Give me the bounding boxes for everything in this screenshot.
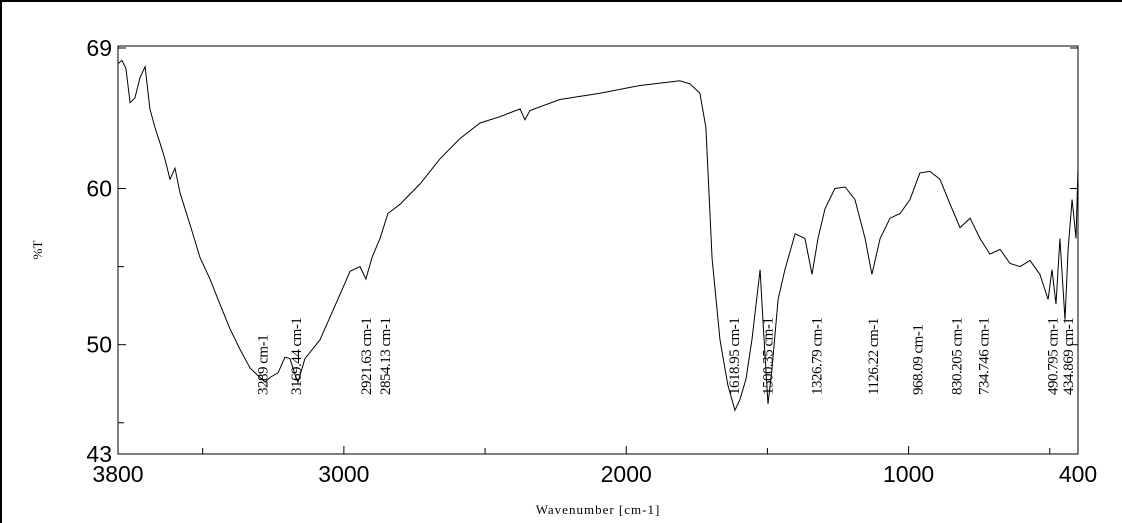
peak-label: 734.746 cm-1 [976, 318, 992, 395]
peak-label: 1618.95 cm-1 [727, 318, 743, 395]
x-tick-label: 3000 [318, 461, 369, 487]
y-tick-label: 69 [86, 35, 112, 61]
peak-label: 968.09 cm-1 [911, 325, 927, 395]
x-tick-label: 3800 [92, 461, 143, 487]
plot-frame [117, 45, 1079, 455]
peak-label: 434.869 cm-1 [1061, 318, 1077, 395]
y-axis-label: %T [30, 241, 45, 260]
peak-label: 2921.63 cm-1 [359, 318, 375, 395]
peak-label: 490.795 cm-1 [1045, 318, 1061, 395]
peak-label: 3289 cm-1 [255, 335, 271, 395]
y-tick-label: 60 [86, 176, 112, 202]
spectrum-line [117, 59, 1079, 412]
peak-label: 1326.79 cm-1 [809, 318, 825, 395]
x-tick-label: 400 [1059, 461, 1097, 487]
x-tick-label: 1000 [883, 461, 934, 487]
y-tick-label: 43 [86, 441, 112, 467]
peak-label: 3169.44 cm-1 [289, 318, 305, 395]
y-tick-label: 50 [86, 332, 112, 358]
x-tick-label: 2000 [601, 461, 652, 487]
peak-label: 1126.22 cm-1 [866, 318, 882, 395]
peak-label: 1500.35 cm-1 [760, 318, 776, 395]
peak-label: 830.205 cm-1 [950, 318, 966, 395]
peak-label: 2854.13 cm-1 [378, 318, 394, 395]
x-axis-label: Wavenumber [cm-1] [536, 502, 661, 517]
